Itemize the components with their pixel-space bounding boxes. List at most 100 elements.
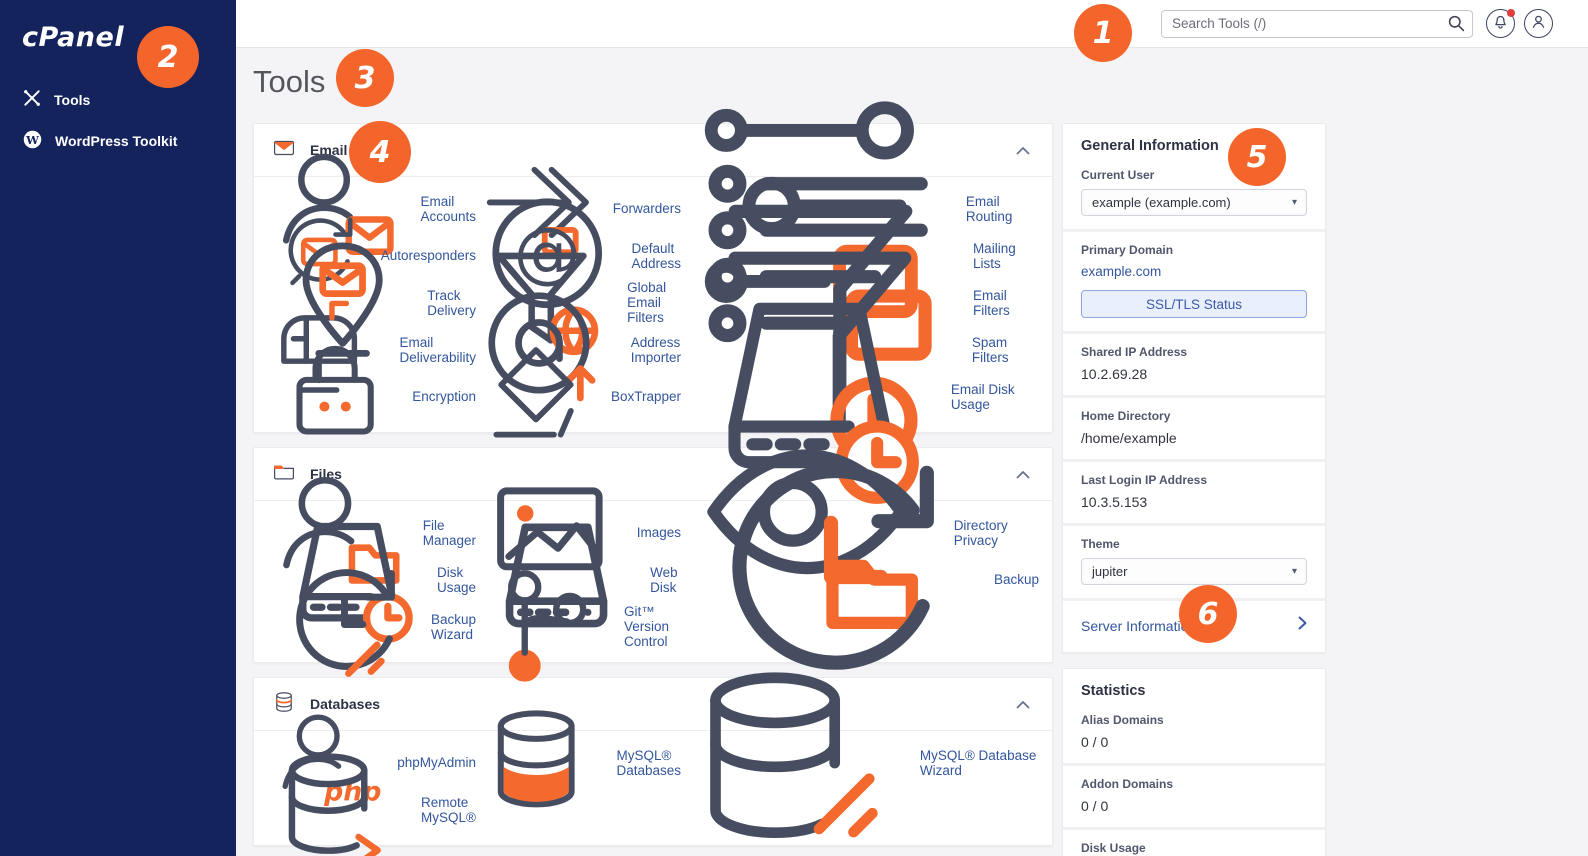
tool-item-mysql-database-wizard[interactable]: MySQL® Database Wizard	[681, 672, 1042, 839]
tool-item-track-delivery[interactable]: Track Delivery	[271, 242, 476, 358]
tool-item-label: Forwarders	[612, 201, 681, 216]
section-items-grid: Email Accounts Forwarders Email Routing Aut…	[254, 101, 1052, 504]
current-user-select[interactable]: example (example.com) ▾	[1081, 189, 1307, 216]
stat-value: 0 / 0	[1081, 734, 1109, 750]
field-label: Home Directory	[1081, 409, 1171, 423]
server-information-link[interactable]: Server Information	[1081, 612, 1307, 639]
field-label: Shared IP Address	[1081, 345, 1188, 359]
tool-item-label: Remote MySQL®	[421, 794, 477, 825]
caret-down-icon: ▾	[1291, 566, 1297, 577]
user-email-icon	[271, 138, 407, 279]
section-items-grid: php phpMyAdmin MySQL® Databases MySQL® Data…	[254, 672, 1052, 856]
section-card-email: Email Email Accounts Forwarders Email Routi…	[253, 101, 1053, 504]
sidebar: cPanel Tools W WordPress Toolkit	[0, 0, 236, 856]
tool-item-label: Images	[636, 525, 681, 540]
tool-item-encryption[interactable]: Encryption	[271, 345, 476, 435]
main-content: Tools Email Email Accounts Forwarders Email…	[236, 48, 1588, 856]
tool-item-backup-wizard[interactable]: Backup Wizard	[271, 568, 476, 677]
info-block-server-information: Server Information	[1063, 601, 1325, 652]
tool-item-git-version-control[interactable]: Git™ Version Control	[476, 569, 681, 682]
tool-item-label: Email Deliverability	[399, 334, 476, 365]
tool-item-label: Backup Wizard	[430, 611, 476, 642]
stat-block-alias-domains: Statistics Alias Domains 0 / 0	[1063, 669, 1325, 763]
bell-icon	[1492, 13, 1509, 35]
tool-item-backup[interactable]: Backup	[681, 463, 1042, 670]
tool-item-label: Mailing Lists	[972, 240, 1016, 271]
svg-text:@: @	[514, 213, 581, 291]
ssl-tls-status-button[interactable]: SSL/TLS Status	[1081, 290, 1307, 318]
folder-icon	[271, 459, 297, 490]
topbar	[236, 0, 1588, 48]
lock-icon	[271, 330, 399, 463]
stat-label: Disk Usage	[1081, 841, 1146, 855]
diamond-icon	[476, 333, 598, 460]
tool-item-mailing-lists[interactable]: Mailing Lists	[681, 164, 1042, 361]
tools-icon	[22, 88, 42, 111]
tool-item-email-accounts[interactable]: Email Accounts	[271, 153, 476, 255]
chevron-up-icon[interactable]	[1016, 470, 1030, 479]
tool-item-label: Email Filters	[972, 287, 1010, 318]
stat-label: Alias Domains	[1081, 713, 1164, 727]
section-card-databases: Databases php phpMyAdmin MySQL® Databases My…	[253, 672, 1053, 856]
search-input[interactable]	[1161, 9, 1473, 38]
email-icon	[271, 135, 297, 166]
tool-item-label: BoxTrapper	[610, 389, 681, 404]
statistics-title: Statistics	[1081, 683, 1146, 699]
chevron-up-icon[interactable]	[1016, 700, 1030, 709]
tool-item-label: Disk Usage	[436, 564, 476, 595]
info-block-primary-domain: Primary Domain example.com SSL/TLS Status	[1063, 232, 1325, 331]
section-card-files: Files File Manager Images Directory Privacy…	[253, 447, 1053, 682]
section-header-databases: Databases	[254, 678, 1052, 731]
tool-item-label: Email Routing	[965, 193, 1013, 224]
general-information-panel: General Information Current User example (…	[1062, 123, 1326, 653]
field-value: 10.3.5.153	[1081, 494, 1148, 510]
notifications-button[interactable]	[1486, 9, 1515, 38]
at-circle-icon: @	[476, 182, 618, 329]
select-value: example (example.com)	[1092, 195, 1231, 210]
tool-item-mysql-databases[interactable]: MySQL® Databases	[476, 710, 682, 808]
tool-item-label: Email Disk Usage	[950, 381, 1015, 412]
cpanel-logo[interactable]: cPanel	[22, 22, 125, 53]
sidebar-item-wordpress-toolkit[interactable]: W WordPress Toolkit	[0, 120, 236, 162]
field-value: /home/example	[1081, 430, 1177, 446]
info-block-current-user: General Information Current User example (…	[1063, 124, 1325, 229]
tool-item-default-address[interactable]: @ Default Address	[476, 198, 681, 308]
info-block-theme: Theme jupiter ▾	[1063, 526, 1325, 598]
field-label: Current User	[1081, 168, 1155, 182]
search-box	[1161, 9, 1473, 38]
tool-item-label: File Manager	[422, 517, 477, 548]
primary-domain-link[interactable]: example.com	[1081, 264, 1162, 279]
svg-text:W: W	[25, 133, 39, 147]
image-icon	[476, 456, 624, 609]
tool-item-boxtrapper[interactable]: BoxTrapper	[476, 347, 681, 438]
statistics-panel: Statistics Alias Domains 0 / 0 Addon Domain…	[1062, 668, 1326, 856]
sidebar-nav: Tools W WordPress Toolkit	[0, 79, 236, 162]
tool-item-label: Default Address	[631, 240, 681, 271]
chevron-right-icon	[1298, 616, 1307, 635]
theme-select[interactable]: jupiter ▾	[1081, 558, 1307, 585]
general-information-title: General Information	[1081, 138, 1219, 154]
tool-item-label: Autoresponders	[380, 248, 476, 263]
at-import-icon	[476, 276, 618, 423]
database-icon	[271, 689, 297, 720]
user-menu-button[interactable]	[1524, 9, 1553, 38]
tool-item-label: Track Delivery	[427, 287, 476, 318]
mysql-db-icon	[476, 696, 603, 828]
tool-item-label: MySQL® Databases	[616, 747, 682, 778]
tool-item-email-deliverability[interactable]: Email Deliverability	[271, 300, 476, 394]
tool-sections-column: Email Email Accounts Forwarders Email Routi…	[253, 101, 1053, 856]
tool-item-images[interactable]: Images	[476, 487, 681, 571]
tool-item-directory-privacy[interactable]: Directory Privacy	[681, 449, 1042, 630]
tool-item-label: Spam Filters	[971, 334, 1009, 365]
search-icon[interactable]	[1447, 14, 1466, 38]
sidebar-item-tools[interactable]: Tools	[0, 79, 236, 120]
select-value: jupiter	[1092, 564, 1128, 579]
clock-wizard-icon	[271, 551, 418, 703]
section-title: Databases	[310, 696, 381, 712]
field-label: Last Login IP Address	[1081, 473, 1208, 487]
tool-item-remote-mysql[interactable]: Remote MySQL®	[271, 753, 477, 856]
stat-value: 0 / 0	[1081, 798, 1109, 814]
tool-item-address-importer[interactable]: Address Importer	[476, 292, 681, 402]
chevron-up-icon[interactable]	[1016, 146, 1030, 155]
